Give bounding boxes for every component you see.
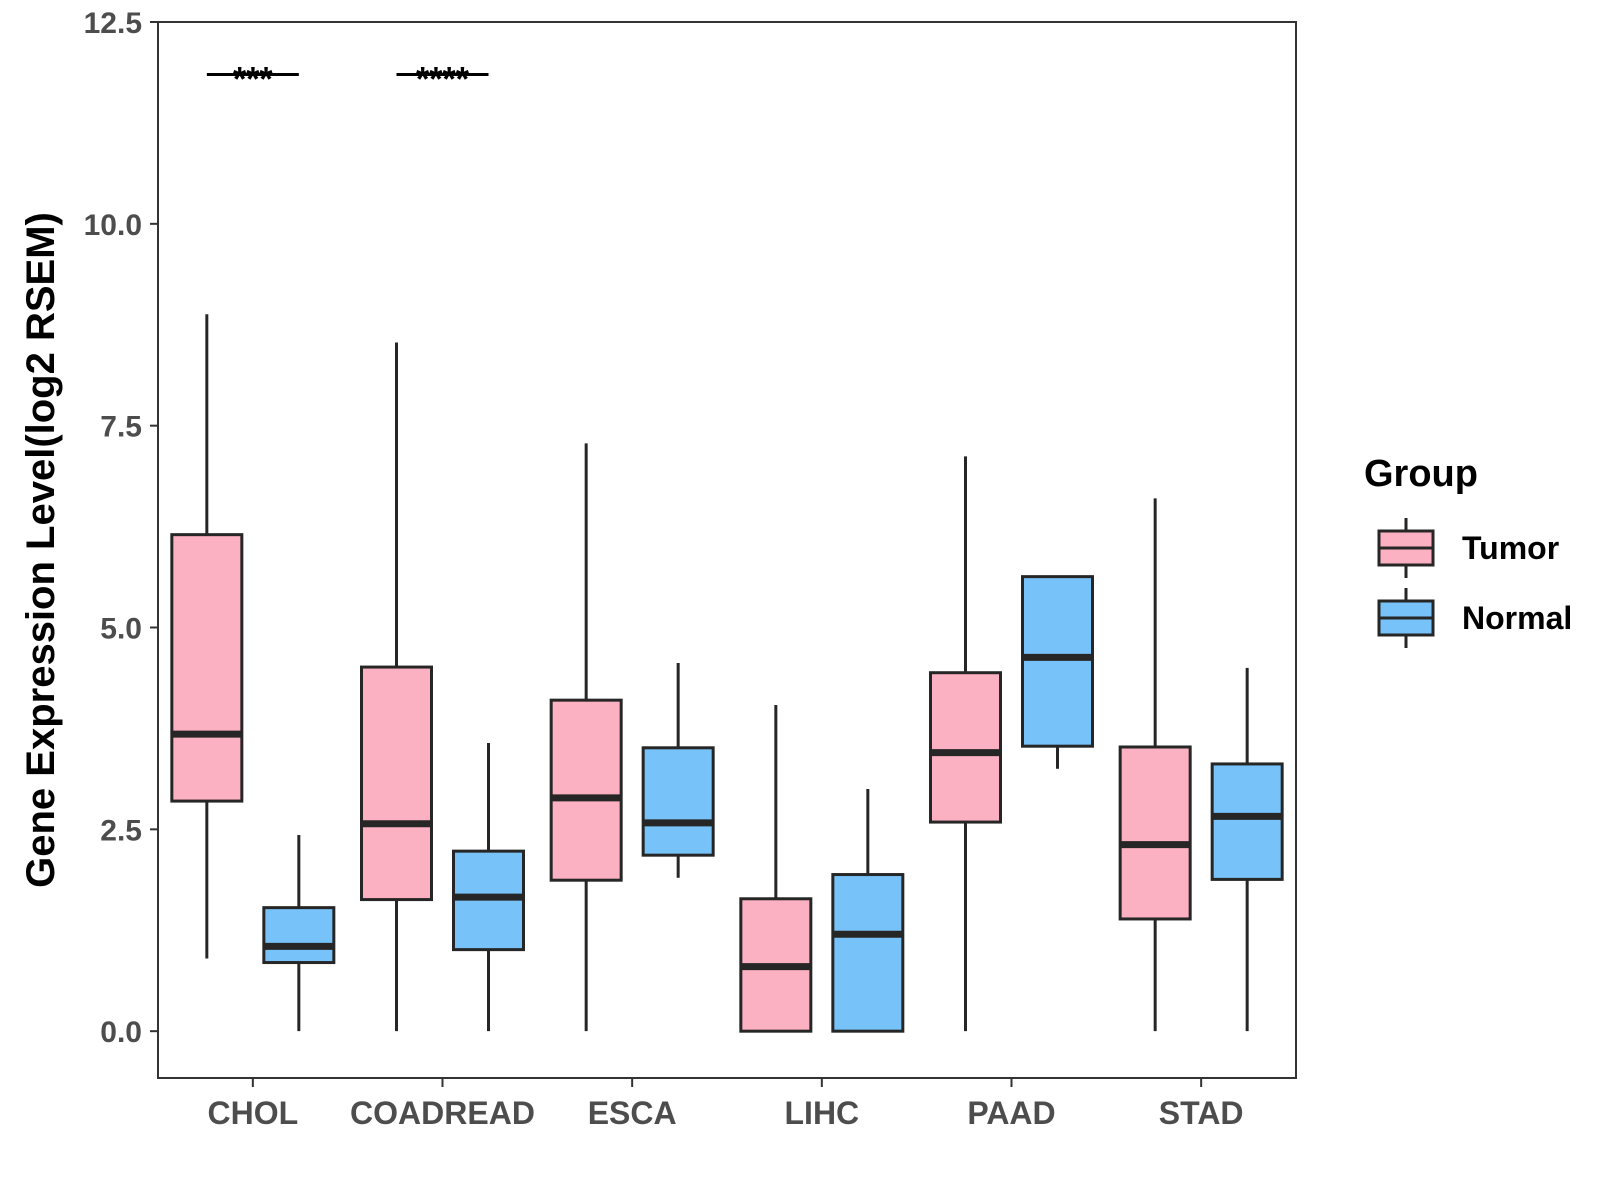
x-tick-label-lihc: LIHC [785,1095,860,1131]
legend-title: Group [1364,453,1478,495]
legend-label: Tumor [1462,530,1559,566]
box-series [170,314,1284,1033]
y-tick-label: 5.0 [100,613,142,646]
legend-label: Normal [1462,600,1572,636]
y-tick-label: 0.0 [100,1016,142,1049]
box-iqr [549,698,623,882]
x-tick-label-paad: PAAD [967,1095,1055,1131]
box-iqr [929,671,1002,824]
x-tick-label-chol: CHOL [208,1095,299,1131]
box-iqr [360,665,433,902]
significance-label: *** [233,60,273,98]
box-iqr [170,533,244,803]
significance-label: **** [416,60,470,98]
box-iqr [1021,575,1094,748]
box-tumor-esca [549,443,623,1032]
box-tumor-chol [170,314,244,959]
y-axis: 0.0 2.5 5.0 7.5 10.0 12.5 [84,7,158,1049]
box-normal-paad [1021,575,1094,769]
box-normal-chol [262,834,336,1032]
x-tick-label-esca: ESCA [588,1095,677,1131]
box-tumor-stad [1118,498,1192,1032]
box-iqr [1118,745,1192,921]
y-tick-label: 2.5 [100,814,142,847]
box-iqr [262,906,336,965]
box-tumor-lihc [739,705,813,1033]
x-axis: CHOL COADREAD ESCA LIHC PAAD STAD [208,1078,1244,1131]
box-iqr [831,873,905,1033]
y-tick-label: 12.5 [84,7,142,40]
legend-entry-tumor: Tumor [1377,518,1559,578]
box-normal-stad [1210,667,1284,1032]
box-iqr [641,746,715,857]
box-tumor-coadread [360,342,433,1032]
box-iqr [1210,762,1284,881]
y-axis-title: Gene Expression Level(log2 RSEM) [19,212,63,888]
significance-annotations: *** **** [206,60,489,98]
box-normal-coadread [452,742,525,1032]
y-tick-label: 10.0 [84,209,142,242]
legend: Group Tumor Normal [1364,453,1572,648]
panel-border [157,21,1297,1079]
x-tick-label-stad: STAD [1159,1095,1244,1131]
legend-entry-normal: Normal [1377,588,1572,648]
box-tumor-paad [929,456,1002,1032]
box-normal-lihc [831,788,905,1033]
y-tick-label: 7.5 [100,411,142,444]
box-normal-esca [641,663,715,878]
x-tick-label-coadread: COADREAD [350,1095,535,1131]
